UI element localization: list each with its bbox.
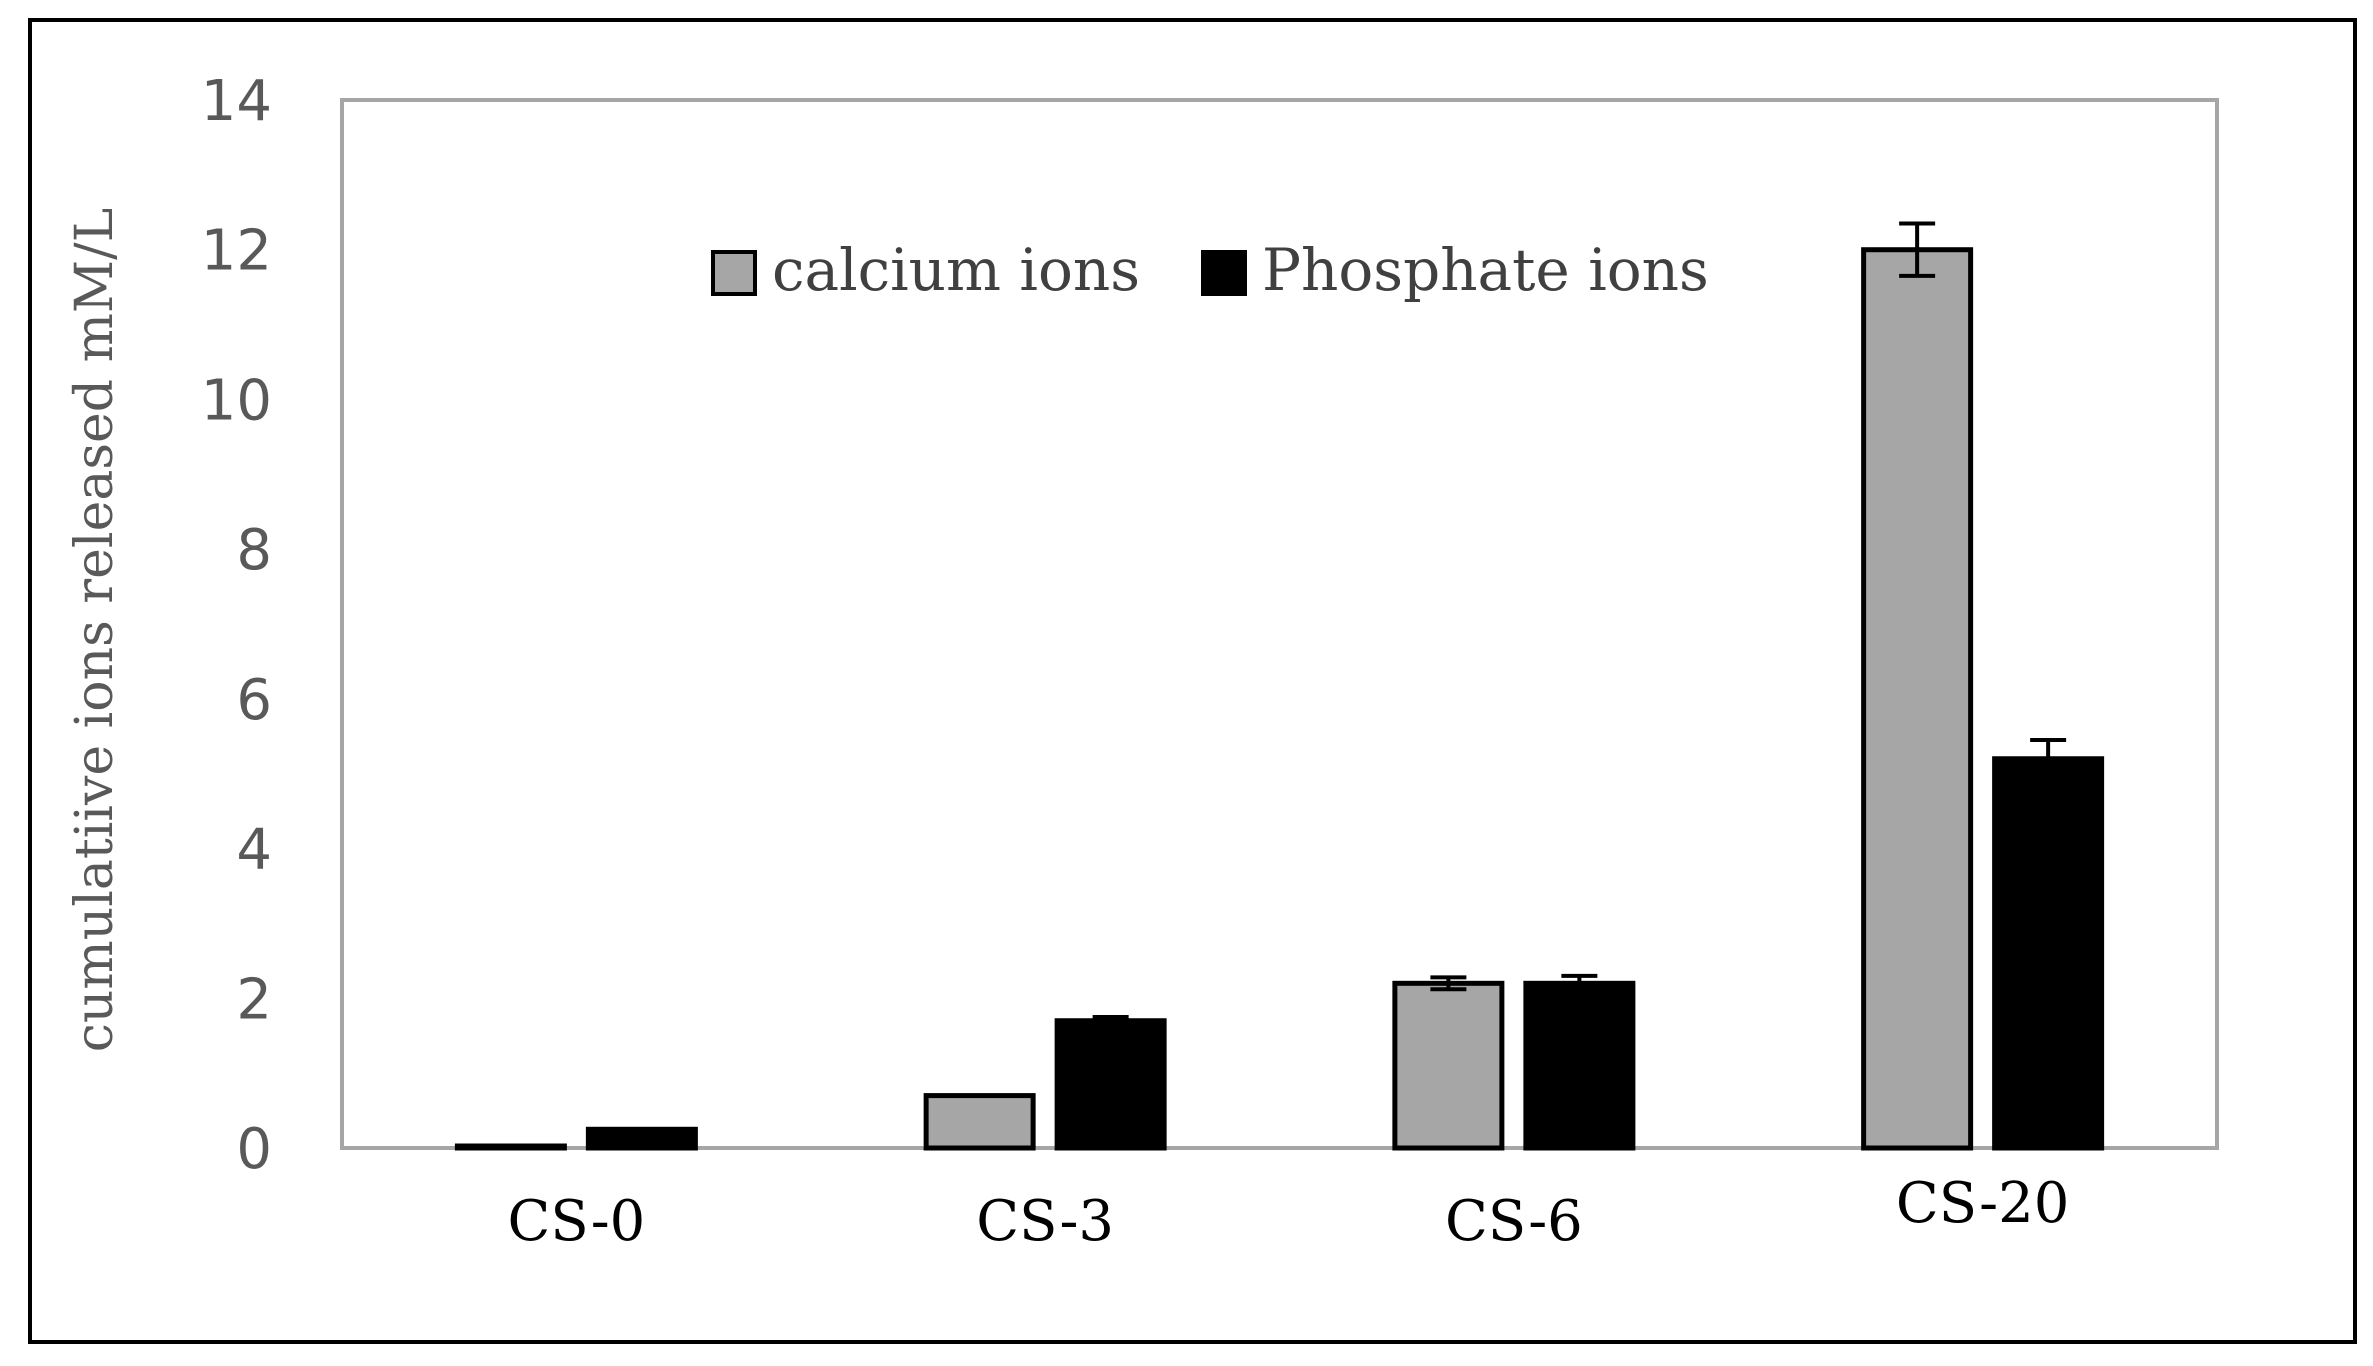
y-tick-label: 8 xyxy=(236,518,272,583)
legend-label-phosphate: Phosphate ions xyxy=(1262,236,1709,304)
x-tick-label: CS-20 xyxy=(1896,1171,2069,1236)
calcium-bar xyxy=(454,1143,567,1151)
y-axis-ticks: 0 2 4 6 8 10 12 14 xyxy=(201,69,272,1182)
y-tick-label: 0 xyxy=(236,1117,272,1182)
phosphate-bar xyxy=(1992,756,2105,1151)
y-tick-label: 6 xyxy=(236,668,272,733)
y-tick-label: 10 xyxy=(201,368,272,433)
y-axis-label: cumulatiive ions released mM/L xyxy=(65,208,125,1052)
y-tick-label: 14 xyxy=(201,69,272,134)
error-bar xyxy=(1561,973,1598,993)
x-tick-label: CS-6 xyxy=(1445,1189,1583,1254)
x-tick-label: CS-0 xyxy=(507,1189,645,1254)
bars-layer xyxy=(454,221,2105,1151)
x-tick-label: CS-3 xyxy=(976,1189,1114,1254)
calcium-bar xyxy=(1392,980,1505,1151)
plot-area xyxy=(340,98,2219,1150)
error-bar xyxy=(1092,1015,1129,1027)
legend: calcium ions Phosphate ions xyxy=(711,236,1709,304)
x-axis-ticks: CS-0 CS-3 CS-6 CS-20 xyxy=(507,1171,2069,1254)
calcium-bar xyxy=(923,1093,1036,1151)
legend-swatch-phosphate xyxy=(1201,250,1247,296)
error-bar xyxy=(1430,975,1467,992)
error-bar xyxy=(2030,738,2067,780)
y-tick-label: 2 xyxy=(236,967,272,1032)
phosphate-bar xyxy=(1054,1018,1167,1151)
legend-label-calcium: calcium ions xyxy=(772,236,1140,304)
legend-swatch-calcium xyxy=(711,250,757,296)
y-tick-label: 4 xyxy=(236,818,272,883)
y-tick-label: 12 xyxy=(201,219,272,284)
phosphate-bar xyxy=(1523,980,1636,1151)
phosphate-bar xyxy=(585,1126,698,1151)
error-bar xyxy=(1899,221,1936,278)
calcium-bar xyxy=(1861,247,1974,1151)
